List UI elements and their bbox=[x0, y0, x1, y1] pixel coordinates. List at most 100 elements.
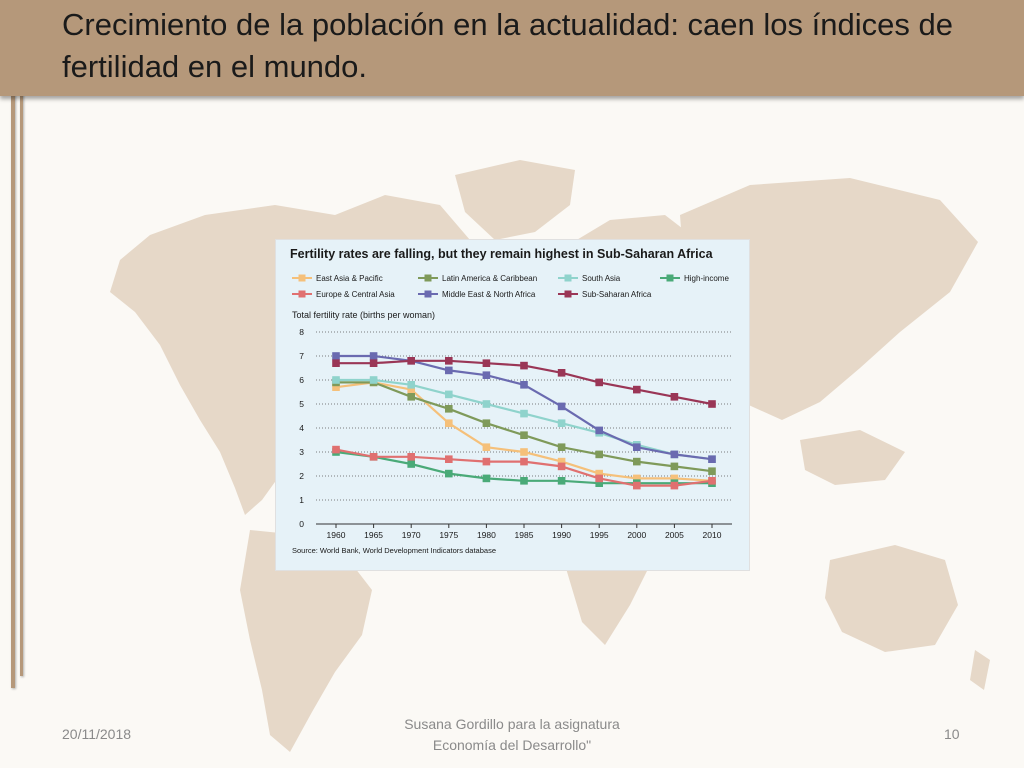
series-line bbox=[336, 354, 713, 461]
x-tick-label: 1965 bbox=[364, 530, 383, 540]
decorative-rail-left bbox=[11, 42, 15, 688]
data-point bbox=[520, 381, 528, 389]
data-point bbox=[520, 477, 528, 485]
data-point bbox=[332, 445, 340, 454]
footer-author-course: Susana Gordillo para la asignatura Econo… bbox=[404, 716, 620, 753]
decorative-rail-inner bbox=[20, 70, 23, 676]
series-group bbox=[332, 378, 716, 475]
chart-legend: East Asia & Pacific Latin America & Carib… bbox=[292, 274, 729, 299]
legend-label: Latin America & Caribbean bbox=[442, 274, 537, 283]
data-point bbox=[708, 467, 716, 475]
series-group bbox=[332, 357, 716, 408]
data-point bbox=[482, 359, 491, 367]
x-tick-label: 1960 bbox=[327, 530, 346, 540]
legend-swatch-marker bbox=[424, 290, 432, 298]
y-tick-label: 0 bbox=[299, 519, 304, 529]
data-point bbox=[407, 453, 415, 461]
data-point bbox=[445, 455, 453, 463]
data-point bbox=[670, 474, 679, 483]
page-number: 10 bbox=[944, 726, 960, 742]
data-point bbox=[557, 443, 566, 451]
legend-swatch-marker bbox=[564, 274, 572, 282]
fertility-line-chart: Fertility rates are falling, but they re… bbox=[290, 247, 732, 555]
footer-date: 20/11/2018 bbox=[62, 726, 132, 742]
chart-title: Fertility rates are falling, but they re… bbox=[290, 247, 714, 261]
y-tick-label: 6 bbox=[299, 375, 304, 385]
legend-item: Latin America & Caribbean bbox=[418, 274, 537, 283]
data-point bbox=[670, 450, 679, 459]
data-point bbox=[670, 481, 679, 490]
legend-swatch-marker bbox=[424, 274, 432, 282]
data-point bbox=[557, 402, 566, 411]
australia-shape bbox=[825, 545, 958, 652]
x-tick-label: 1980 bbox=[477, 530, 496, 540]
south-america-shape bbox=[240, 530, 372, 752]
data-point bbox=[520, 361, 528, 370]
legend-swatch-marker bbox=[666, 274, 674, 282]
greenland-shape bbox=[455, 160, 575, 240]
data-point bbox=[369, 359, 378, 367]
data-point bbox=[595, 378, 603, 387]
legend-swatch-marker bbox=[298, 274, 306, 282]
data-point bbox=[633, 443, 641, 451]
data-point bbox=[482, 371, 491, 379]
x-tick-label: 2005 bbox=[665, 530, 684, 540]
y-tick-label: 2 bbox=[299, 471, 304, 481]
series-line bbox=[336, 378, 713, 461]
y-tick-label: 3 bbox=[299, 447, 304, 457]
data-point bbox=[670, 393, 679, 401]
legend-label: Middle East & North Africa bbox=[442, 290, 536, 299]
southeast-asia-shape bbox=[800, 430, 905, 485]
data-point bbox=[670, 462, 679, 471]
slide-title: Crecimiento de la población en la actual… bbox=[62, 7, 953, 84]
data-point bbox=[557, 369, 566, 377]
x-tick-label: 2010 bbox=[703, 530, 722, 540]
legend-swatch-marker bbox=[298, 290, 306, 298]
legend-item: Sub-Saharan Africa bbox=[558, 290, 652, 299]
data-point bbox=[482, 419, 491, 427]
x-tick-label: 1985 bbox=[515, 530, 534, 540]
legend-item: Europe & Central Asia bbox=[292, 290, 395, 299]
data-point bbox=[482, 457, 491, 466]
data-point bbox=[332, 376, 340, 384]
data-point bbox=[407, 357, 415, 365]
data-point bbox=[595, 426, 603, 435]
data-point bbox=[369, 376, 378, 384]
legend-swatch-marker bbox=[564, 290, 572, 298]
legend-label: Sub-Saharan Africa bbox=[582, 290, 652, 299]
data-point bbox=[369, 453, 378, 461]
data-point bbox=[595, 474, 603, 483]
x-tick-label: 2000 bbox=[627, 530, 646, 540]
data-point bbox=[332, 352, 340, 360]
x-tick-label: 1970 bbox=[402, 530, 421, 540]
data-point bbox=[445, 390, 453, 399]
data-point bbox=[407, 393, 415, 401]
data-point bbox=[633, 474, 641, 483]
legend-item: South Asia bbox=[558, 274, 621, 283]
data-point bbox=[445, 357, 453, 365]
data-point bbox=[520, 409, 528, 418]
data-point bbox=[407, 460, 415, 468]
data-point bbox=[557, 457, 566, 466]
y-axis-label: Total fertility rate (births per woman) bbox=[292, 310, 435, 320]
title-bar: Crecimiento de la población en la actual… bbox=[0, 0, 1024, 96]
legend-item: High-income bbox=[660, 274, 729, 283]
y-tick-label: 4 bbox=[299, 423, 304, 433]
data-point bbox=[482, 400, 491, 408]
new-zealand-shape bbox=[970, 650, 990, 690]
data-point bbox=[445, 405, 453, 413]
data-point bbox=[332, 383, 340, 391]
x-tick-label: 1990 bbox=[552, 530, 571, 540]
data-point bbox=[407, 385, 415, 394]
data-point bbox=[557, 462, 566, 471]
x-tick-label: 1975 bbox=[439, 530, 458, 540]
asia-shape bbox=[680, 178, 978, 420]
data-point bbox=[445, 366, 453, 375]
data-point bbox=[445, 419, 453, 427]
data-point bbox=[557, 419, 566, 427]
data-point bbox=[595, 479, 603, 487]
legend-item: East Asia & Pacific bbox=[292, 274, 383, 283]
legend-label: South Asia bbox=[582, 274, 621, 283]
y-tick-label: 5 bbox=[299, 399, 304, 409]
